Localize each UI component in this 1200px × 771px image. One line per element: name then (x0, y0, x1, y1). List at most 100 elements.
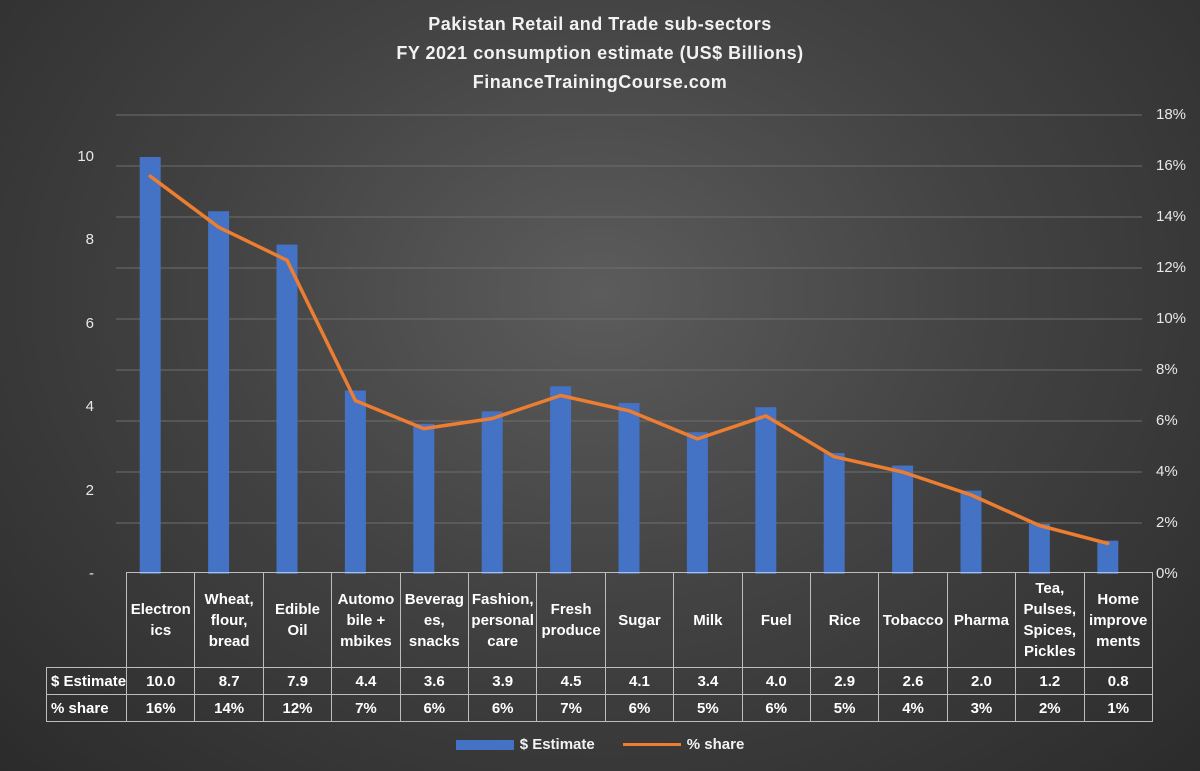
category-label-line: personal (471, 611, 534, 629)
chart-title-line-2: FY 2021 consumption estimate (US$ Billio… (396, 43, 804, 63)
data-table-rowhead-estimate: $ Estimate (45, 667, 128, 695)
category-label-1: Wheat, flour, bread (194, 572, 264, 668)
estimate-value-1: 8.7 (194, 667, 264, 695)
category-label-line: Pharma (953, 611, 1009, 629)
data-table-corner (46, 572, 128, 668)
left-tick-label-4: 8 (85, 231, 94, 249)
data-table-row-estimate: $ Estimate 10.0 8.7 7.9 4.4 3.6 3.9 4.5 4.1 3.4 4… (45, 667, 1153, 695)
share-point-2 (285, 258, 289, 262)
bar-6 (550, 386, 572, 574)
legend-item-share: % share (622, 736, 745, 753)
chart-title-line-3: FinanceTrainingCourse.com (472, 72, 728, 92)
category-label-line: Automo (337, 590, 395, 608)
share-point-11 (901, 470, 905, 474)
share-point-10 (832, 455, 836, 459)
estimate-value-4: 3.6 (399, 667, 470, 695)
right-tick-label-6: 12% (1156, 259, 1187, 276)
legend-swatch-line (622, 743, 681, 746)
share-value-9: 6% (741, 694, 811, 722)
share-point-0 (148, 174, 152, 178)
bar-12 (960, 490, 982, 574)
estimate-value-5: 3.9 (467, 667, 538, 695)
bar-8 (686, 432, 708, 574)
legend-label-estimate: $ Estimate (519, 736, 595, 753)
share-point-1 (217, 225, 221, 229)
category-label-line: Fashion, (471, 590, 534, 608)
category-label-10: Rice (809, 572, 880, 668)
estimate-value-0: 10.0 (126, 667, 196, 695)
share-point-13 (1037, 524, 1041, 528)
share-value-1: 14% (194, 694, 264, 722)
category-label-line: Pulses, (1023, 601, 1077, 618)
estimate-value-11: 2.6 (878, 667, 948, 695)
bar-4 (413, 423, 435, 574)
estimate-value-6: 4.5 (536, 667, 606, 695)
category-label-line: Fresh (550, 601, 592, 618)
legend: $ Estimate % share (0, 736, 1200, 753)
share-point-3 (353, 399, 357, 403)
legend-swatch-bar (455, 739, 514, 750)
bar-11 (892, 465, 914, 574)
data-table-category-row: Electron ics Wheat, flour, bread Edible Oil Aut… (46, 572, 1153, 668)
share-point-9 (764, 414, 768, 418)
category-label-line: ments (1096, 632, 1141, 650)
category-label-line: Beverag (404, 590, 464, 608)
category-label-11: Tobacco (878, 572, 948, 668)
category-label-line: Milk (693, 611, 723, 629)
share-value-0: 16% (126, 694, 196, 722)
category-label-line: Fuel (760, 611, 792, 629)
category-label-5: Fashion, personal care (467, 572, 538, 668)
category-label-line: flour, (210, 611, 248, 629)
category-label-line: Rice (828, 611, 861, 629)
category-label-9: Fuel (741, 572, 811, 668)
right-tick-label-8: 16% (1156, 157, 1187, 174)
share-value-12: 3% (946, 694, 1017, 722)
chart-title-line-1: Pakistan Retail and Trade sub-sectors (428, 14, 772, 34)
category-label-line: mbikes (340, 632, 392, 650)
left-tick-label-5: 10 (77, 148, 94, 165)
estimate-value-14: 0.8 (1083, 667, 1153, 695)
share-point-12 (969, 493, 973, 497)
estimate-value-2: 7.9 (262, 667, 333, 695)
bar-14 (1097, 540, 1119, 574)
estimate-value-12: 2.0 (946, 667, 1017, 695)
category-label-line: Wheat, (204, 590, 254, 608)
estimate-value-13: 1.2 (1015, 667, 1085, 695)
data-table-row-share: % share 16% 14% 12% 7% 6% 6% 7% 6% 5% 6% 5% 4% 3% 2% 1… (45, 694, 1153, 722)
data-table: Electron ics Wheat, flour, bread Edible Oil Aut… (45, 572, 1153, 722)
category-label-line: Sugar (618, 611, 661, 629)
data-table-rowhead-share: % share (45, 694, 128, 722)
category-label-8: Milk (673, 572, 743, 668)
legend-item-estimate: $ Estimate (455, 736, 595, 753)
share-point-14 (1106, 541, 1110, 545)
bar-2 (276, 244, 298, 574)
legend-label-share: % share (686, 736, 745, 753)
bar-3 (344, 390, 366, 574)
category-label-line: Spices, (1023, 622, 1077, 639)
share-value-13: 2% (1015, 694, 1085, 722)
category-label-14: Home improve ments (1083, 572, 1153, 668)
category-label-line: Oil (287, 622, 308, 639)
right-tick-label-4: 8% (1156, 361, 1178, 378)
category-label-3: Automo bile + mbikes (331, 572, 401, 668)
left-tick-label-3: 6 (85, 314, 94, 332)
share-value-14: 1% (1083, 694, 1153, 722)
category-label-7: Sugar (604, 572, 675, 668)
category-label-line: Tobacco (882, 611, 944, 629)
share-value-4: 6% (399, 694, 470, 722)
category-label-line: Edible (275, 601, 321, 618)
right-tick-label-0: 0% (1156, 565, 1178, 582)
category-label-line: care (487, 632, 519, 650)
estimate-value-3: 4.4 (331, 667, 401, 695)
share-point-8 (695, 437, 699, 441)
share-value-5: 6% (467, 694, 538, 722)
bar-10 (823, 453, 845, 574)
category-label-line: ics (150, 622, 172, 639)
category-label-13: Tea, Pulses, Spices, Pickles (1015, 572, 1085, 668)
right-tick-label-9: 18% (1156, 106, 1187, 123)
share-value-6: 7% (536, 694, 606, 722)
category-label-line: improve (1089, 611, 1148, 629)
bar-5 (481, 411, 503, 574)
share-point-4 (422, 427, 426, 431)
